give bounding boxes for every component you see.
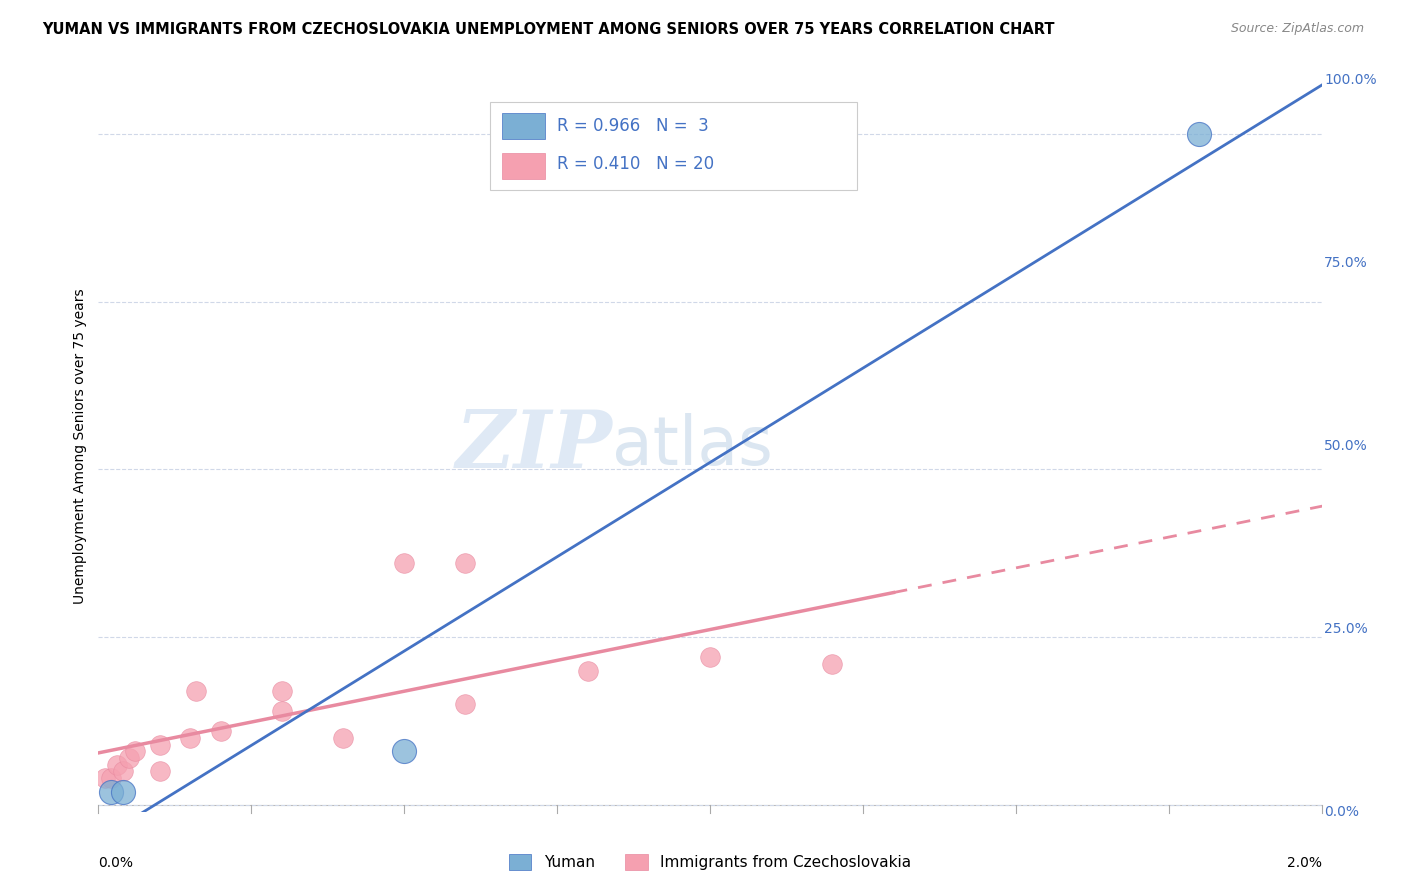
Point [179,731,201,745]
Legend: Yuman, Immigrants from Czechoslovakia: Yuman, Immigrants from Czechoslovakia [509,854,911,870]
Point [821,657,844,671]
Point [454,698,477,712]
Text: R = 0.966   N =  3: R = 0.966 N = 3 [557,117,709,135]
Point [149,764,172,779]
Text: atlas: atlas [612,413,773,479]
Point [149,738,172,752]
Point [209,724,232,739]
Text: Source: ZipAtlas.com: Source: ZipAtlas.com [1230,22,1364,36]
Point [699,650,721,665]
Point [111,764,134,779]
Text: ZIP: ZIP [456,408,612,484]
FancyBboxPatch shape [489,103,856,190]
Point [332,731,354,745]
Point [392,557,416,571]
Text: 75.0%: 75.0% [1324,256,1368,270]
Text: 2.0%: 2.0% [1286,855,1322,870]
Point [100,784,122,798]
Point [392,744,416,758]
Text: YUMAN VS IMMIGRANTS FROM CZECHOSLOVAKIA UNEMPLOYMENT AMONG SENIORS OVER 75 YEARS: YUMAN VS IMMIGRANTS FROM CZECHOSLOVAKIA … [42,22,1054,37]
Text: 50.0%: 50.0% [1324,439,1368,453]
Point [270,684,294,698]
FancyBboxPatch shape [502,113,546,139]
Point [454,557,477,571]
Point [93,771,115,785]
Point [576,664,599,678]
Point [105,757,128,772]
Point [1188,127,1211,141]
Text: 0.0%: 0.0% [1324,805,1360,819]
Text: 100.0%: 100.0% [1324,73,1376,87]
Point [118,751,141,765]
Point [270,704,294,718]
Point [124,744,146,758]
Text: R = 0.410   N = 20: R = 0.410 N = 20 [557,155,714,173]
Point [100,771,122,785]
Text: 25.0%: 25.0% [1324,622,1368,636]
Text: 0.0%: 0.0% [98,855,134,870]
FancyBboxPatch shape [502,153,546,179]
Point [111,784,134,798]
Y-axis label: Unemployment Among Seniors over 75 years: Unemployment Among Seniors over 75 years [73,288,87,604]
Point [186,684,208,698]
